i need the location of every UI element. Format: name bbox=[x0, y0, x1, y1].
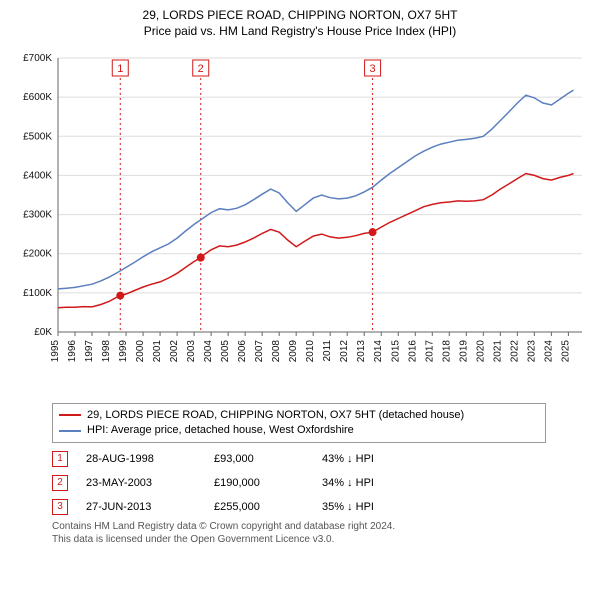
event-row: 1 28-AUG-1998 £93,000 43% ↓ HPI bbox=[52, 447, 552, 471]
x-tick-label: 2024 bbox=[543, 339, 554, 362]
event-hpi-delta: 35% ↓ HPI bbox=[322, 501, 552, 513]
x-tick-label: 2016 bbox=[407, 339, 418, 362]
event-date: 28-AUG-1998 bbox=[86, 453, 196, 465]
chart-title-line2: Price paid vs. HM Land Registry's House … bbox=[10, 24, 590, 38]
event-price: £190,000 bbox=[214, 477, 304, 489]
x-tick-label: 1997 bbox=[84, 339, 95, 362]
x-tick-label: 2000 bbox=[135, 339, 146, 362]
x-tick-label: 2013 bbox=[356, 339, 367, 362]
x-tick-label: 2001 bbox=[152, 339, 163, 362]
x-tick-label: 2017 bbox=[424, 339, 435, 362]
legend-label: HPI: Average price, detached house, West… bbox=[87, 423, 354, 438]
x-tick-label: 2003 bbox=[186, 339, 197, 362]
event-date: 23-MAY-2003 bbox=[86, 477, 196, 489]
sale-events-table: 1 28-AUG-1998 £93,000 43% ↓ HPI 2 23-MAY-2003… bbox=[52, 447, 552, 519]
series-line bbox=[58, 90, 574, 289]
y-tick-label: £700K bbox=[23, 53, 52, 64]
x-tick-label: 2012 bbox=[339, 339, 350, 362]
x-tick-label: 2025 bbox=[560, 339, 571, 362]
x-tick-label: 2009 bbox=[288, 339, 299, 362]
y-tick-label: £300K bbox=[23, 209, 52, 220]
x-tick-label: 1995 bbox=[50, 339, 61, 362]
y-tick-label: £100K bbox=[23, 287, 52, 298]
y-tick-label: £200K bbox=[23, 248, 52, 259]
legend-row: HPI: Average price, detached house, West… bbox=[59, 423, 539, 438]
x-tick-label: 2004 bbox=[203, 339, 214, 362]
chart-title-line1: 29, LORDS PIECE ROAD, CHIPPING NORTON, O… bbox=[10, 8, 590, 24]
x-tick-label: 2019 bbox=[458, 339, 469, 362]
x-tick-label: 1999 bbox=[118, 339, 129, 362]
x-tick-label: 2011 bbox=[322, 339, 333, 361]
x-tick-label: 2023 bbox=[526, 339, 537, 362]
event-hpi-delta: 43% ↓ HPI bbox=[322, 453, 552, 465]
license-line1: Contains HM Land Registry data © Crown c… bbox=[52, 521, 572, 534]
y-tick-label: £600K bbox=[23, 92, 52, 103]
y-tick-label: £400K bbox=[23, 170, 52, 181]
y-tick-label: £0K bbox=[34, 327, 52, 338]
event-badge-number: 3 bbox=[370, 63, 376, 75]
event-badge-number: 2 bbox=[198, 63, 204, 75]
x-tick-label: 2022 bbox=[509, 339, 520, 362]
x-tick-label: 2018 bbox=[441, 339, 452, 362]
event-row: 2 23-MAY-2003 £190,000 34% ↓ HPI bbox=[52, 471, 552, 495]
legend: 29, LORDS PIECE ROAD, CHIPPING NORTON, O… bbox=[52, 403, 546, 444]
event-date: 27-JUN-2013 bbox=[86, 501, 196, 513]
x-tick-label: 2015 bbox=[390, 339, 401, 362]
legend-row: 29, LORDS PIECE ROAD, CHIPPING NORTON, O… bbox=[59, 408, 539, 423]
legend-swatch bbox=[59, 414, 81, 416]
event-marker-dot bbox=[197, 253, 205, 261]
x-tick-label: 2021 bbox=[492, 339, 503, 362]
event-row-badge: 2 bbox=[52, 475, 68, 491]
chart-container: £0K £100K £200K £300K £400K £500K £600K £700K 19… bbox=[10, 44, 590, 397]
x-tick-label: 1996 bbox=[67, 339, 78, 362]
x-tick-label: 2014 bbox=[373, 339, 384, 362]
page-root: 29, LORDS PIECE ROAD, CHIPPING NORTON, O… bbox=[0, 0, 600, 590]
event-row: 3 27-JUN-2013 £255,000 35% ↓ HPI bbox=[52, 495, 552, 519]
x-tick-label: 2006 bbox=[237, 339, 248, 362]
event-price: £255,000 bbox=[214, 501, 304, 513]
price-vs-hpi-chart: £0K £100K £200K £300K £400K £500K £600K £700K 19… bbox=[10, 44, 590, 392]
y-tick-label: £500K bbox=[23, 131, 52, 142]
license-line2: This data is licensed under the Open Gov… bbox=[52, 534, 572, 547]
event-hpi-delta: 34% ↓ HPI bbox=[322, 477, 552, 489]
license-text: Contains HM Land Registry data © Crown c… bbox=[52, 521, 572, 546]
x-tick-label: 2010 bbox=[305, 339, 316, 362]
x-tick-label: 2007 bbox=[254, 339, 265, 362]
event-marker-dot bbox=[369, 228, 377, 236]
event-badge-number: 1 bbox=[117, 63, 123, 75]
event-row-badge: 3 bbox=[52, 499, 68, 515]
event-price: £93,000 bbox=[214, 453, 304, 465]
x-tick-label: 2002 bbox=[169, 339, 180, 362]
event-marker-dot bbox=[116, 291, 124, 299]
event-row-badge: 1 bbox=[52, 451, 68, 467]
x-tick-label: 1998 bbox=[101, 339, 112, 362]
series-line bbox=[58, 173, 574, 307]
x-tick-label: 2005 bbox=[220, 339, 231, 362]
x-tick-label: 2020 bbox=[475, 339, 486, 362]
legend-label: 29, LORDS PIECE ROAD, CHIPPING NORTON, O… bbox=[87, 408, 464, 423]
x-tick-label: 2008 bbox=[271, 339, 282, 362]
legend-swatch bbox=[59, 430, 81, 432]
